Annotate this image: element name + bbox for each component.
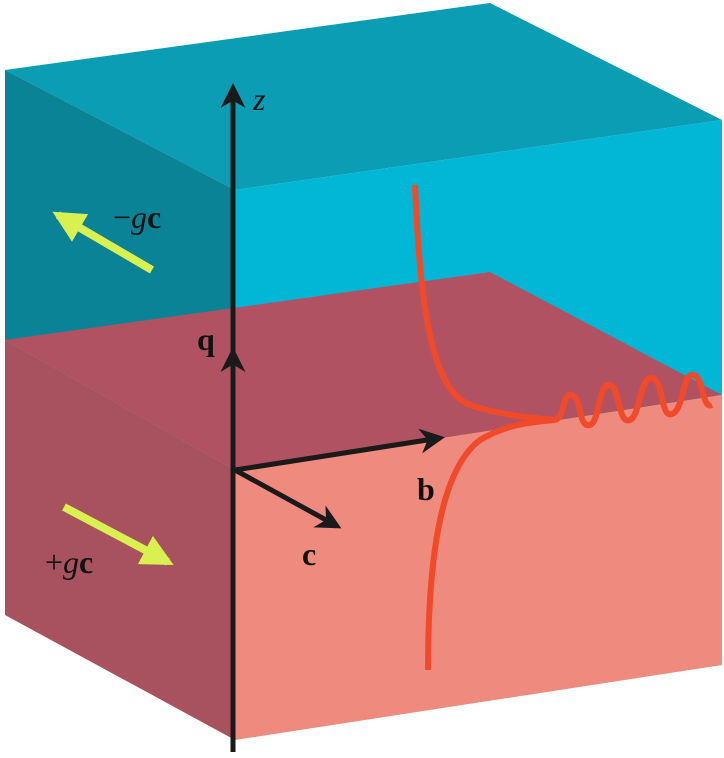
b-vector	[234, 428, 445, 473]
decay-curve-lower	[425, 417, 556, 671]
q-label: q	[197, 321, 215, 357]
b-label: b	[417, 471, 435, 507]
oscillating-wave	[553, 372, 714, 428]
c-symbol: c	[147, 199, 161, 235]
g-symbol: g	[131, 199, 147, 235]
minus-sign: −	[113, 199, 131, 235]
minus-gc-label: −gc	[113, 199, 161, 235]
upper-top-face	[5, 3, 722, 190]
plus-sign: +	[45, 544, 63, 580]
plus-gc-label: +gc	[45, 544, 93, 580]
z-label: z	[252, 81, 266, 117]
g-symbol: g	[63, 544, 79, 580]
plus-gc-arrow	[62, 503, 174, 566]
c-label: c	[302, 536, 316, 572]
decay-curve-upper	[412, 184, 556, 423]
minus-gc-arrow	[52, 211, 155, 274]
lower-right-face	[235, 395, 722, 740]
c-symbol: c	[79, 544, 93, 580]
c-vector	[233, 467, 342, 529]
